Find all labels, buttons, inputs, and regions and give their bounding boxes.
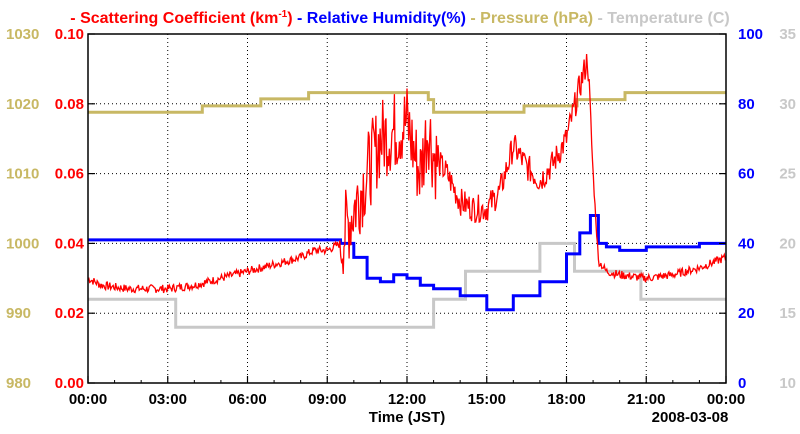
scattering-axis: 0.00 0.02 0.04 0.06 0.08 0.10 xyxy=(55,26,85,392)
temperature-tick-label: 10 xyxy=(779,375,796,392)
series-layer xyxy=(87,53,727,329)
scattering-tick-label: 0.00 xyxy=(55,375,84,392)
scattering-coefficient-line xyxy=(87,53,727,294)
temperature-tick-label: 20 xyxy=(779,235,796,252)
date-label: 2008-03-08 xyxy=(652,409,729,426)
temperature-tick-label: 15 xyxy=(779,305,796,322)
pressure-tick-label: 990 xyxy=(6,305,31,322)
scattering-tick-label: 0.06 xyxy=(55,166,84,183)
pressure-tick-label: 1020 xyxy=(6,96,39,113)
temperature-axis: 10 15 20 25 30 35 xyxy=(779,26,796,392)
x-tick-label: 12:00 xyxy=(388,391,426,408)
temperature-tick-label: 35 xyxy=(779,26,796,43)
title-scattering-sup: -1 xyxy=(278,9,287,20)
x-tick-label: 09:00 xyxy=(308,391,346,408)
x-tick-label: 00:00 xyxy=(707,391,745,408)
humidity-tick-label: 60 xyxy=(738,166,755,183)
pressure-tick-label: 1010 xyxy=(6,166,39,183)
temperature-tick-label: 25 xyxy=(779,166,796,183)
title-scattering-tail: ) xyxy=(287,10,297,27)
x-axis: 00:00 03:00 06:00 09:00 12:00 15:00 18:00 21:00… xyxy=(69,33,745,408)
scattering-tick-label: 0.10 xyxy=(55,26,84,43)
pressure-tick-label: 980 xyxy=(6,375,31,392)
humidity-tick-label: 40 xyxy=(738,235,755,252)
temperature-line xyxy=(88,241,726,329)
scattering-tick-label: 0.04 xyxy=(55,235,85,252)
relative-humidity-line xyxy=(88,214,726,312)
humidity-tick-label: 80 xyxy=(738,96,755,113)
title-pressure: - Pressure (hPa) xyxy=(470,10,597,27)
x-tick-label: 18:00 xyxy=(547,391,585,408)
title-text: - Scattering Coefficient (km-1) - Relati… xyxy=(70,9,729,27)
humidity-tick-label: 20 xyxy=(738,305,755,322)
title-scattering: - Scattering Coefficient (km xyxy=(70,10,278,27)
x-tick-label: 00:00 xyxy=(69,391,107,408)
grid-lines xyxy=(88,34,726,383)
title-humidity: - Relative Humidity(%) xyxy=(297,10,470,27)
pressure-axis: 980 990 1000 1010 1020 1030 xyxy=(6,26,39,392)
pressure-tick-label: 1000 xyxy=(6,235,39,252)
title-temperature: - Temperature (C) xyxy=(598,10,730,27)
x-tick-label: 03:00 xyxy=(149,391,187,408)
scattering-tick-label: 0.08 xyxy=(55,96,84,113)
temperature-tick-label: 30 xyxy=(779,96,796,113)
humidity-tick-label: 0 xyxy=(738,375,746,392)
chart-title: - Scattering Coefficient (km-1) - Relati… xyxy=(70,9,729,27)
x-tick-label: 15:00 xyxy=(468,391,506,408)
x-tick-label: 21:00 xyxy=(627,391,665,408)
scattering-tick-label: 0.02 xyxy=(55,305,84,322)
x-axis-label: Time (JST) xyxy=(369,409,445,426)
humidity-axis: 0 20 40 60 80 100 xyxy=(738,26,763,392)
humidity-tick-label: 100 xyxy=(738,26,763,43)
x-tick-label: 06:00 xyxy=(228,391,266,408)
pressure-tick-label: 1030 xyxy=(6,26,39,43)
